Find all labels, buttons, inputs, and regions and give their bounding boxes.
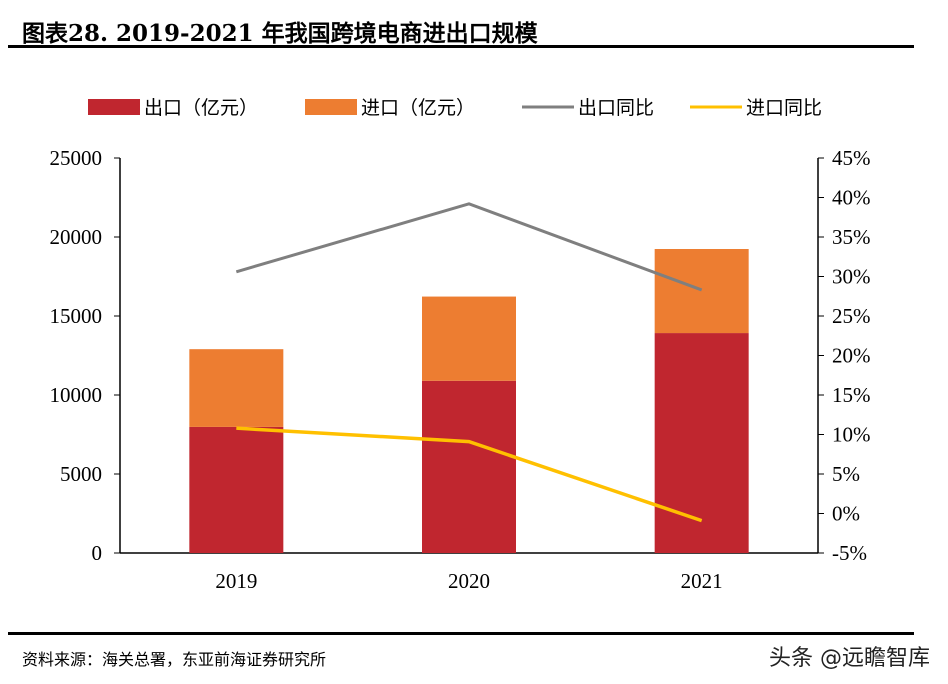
bar-export-2020 — [422, 380, 516, 553]
right-tick-label: -5% — [832, 541, 867, 565]
left-tick-label: 20000 — [50, 225, 103, 249]
right-tick-label: 20% — [832, 344, 871, 368]
x-tick-label: 2019 — [215, 569, 257, 593]
right-tick-label: 25% — [832, 304, 871, 328]
bar-import-2021 — [654, 249, 749, 334]
source-note: 资料来源：海关总署，东亚前海证券研究所 — [22, 650, 327, 669]
bar-import-2019 — [189, 349, 284, 427]
watermark: 头条 @远瞻智库 — [769, 646, 930, 671]
left-tick-label: 10000 — [50, 383, 103, 407]
left-tick-label: 25000 — [50, 146, 103, 170]
bar-export-2019 — [189, 426, 284, 553]
right-tick-label: 5% — [832, 462, 860, 486]
bar-import-2020 — [422, 296, 516, 381]
x-tick-label: 2021 — [681, 569, 723, 593]
right-tick-label: 45% — [832, 146, 871, 170]
right-tick-label: 10% — [832, 423, 871, 447]
right-tick-label: 30% — [832, 265, 871, 289]
legend-swatch — [305, 99, 357, 115]
bar-export-2021 — [654, 333, 749, 553]
right-tick-label: 40% — [832, 186, 871, 210]
right-tick-label: 35% — [832, 225, 871, 249]
footer-divider — [8, 632, 914, 635]
export-yoy-line — [235, 202, 703, 292]
legend-label: 出口（亿元） — [144, 97, 258, 119]
legend-swatch — [88, 99, 140, 115]
legend-label: 进口（亿元） — [361, 97, 475, 119]
chart-title: 图表28. 2019-2021 年我国跨境电商进出口规模 — [22, 20, 538, 47]
title-divider — [8, 45, 914, 48]
left-tick-label: 15000 — [50, 304, 103, 328]
left-tick-label: 5000 — [60, 462, 102, 486]
x-tick-label: 2020 — [448, 569, 490, 593]
legend-label: 出口同比 — [578, 97, 654, 119]
right-tick-label: 0% — [832, 502, 860, 526]
legend-label: 进口同比 — [746, 97, 822, 119]
left-tick-label: 0 — [92, 541, 103, 565]
right-tick-label: 15% — [832, 383, 871, 407]
